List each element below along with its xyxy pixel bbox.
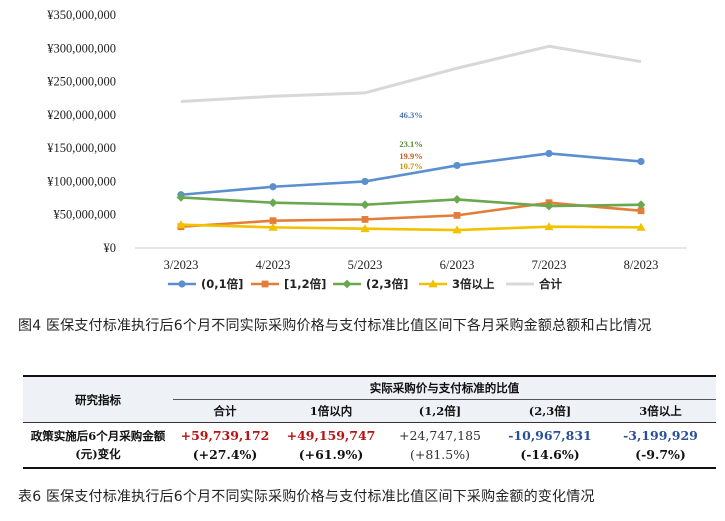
col-header-total: 合计: [173, 399, 277, 423]
data-point: [268, 222, 278, 231]
data-point: [452, 195, 462, 204]
data-point: [261, 280, 269, 288]
row-header: 研究指标: [23, 376, 173, 423]
y-tick-label: ¥0: [104, 241, 117, 255]
change-2-3: (-14.6%): [520, 447, 580, 462]
y-tick-label: ¥150,000,000: [47, 141, 116, 155]
y-tick-label: ¥200,000,000: [47, 108, 116, 122]
data-point: [544, 201, 554, 211]
x-tick-label: 5/2023: [348, 258, 383, 272]
data-point: [636, 222, 646, 231]
value-3plus: -3,199,929: [623, 428, 698, 443]
data-point: [453, 211, 461, 219]
series-layer: [176, 44, 646, 234]
x-tick-label: 7/2023: [532, 258, 567, 272]
change-total: (+27.4%): [192, 447, 258, 462]
value-1-2: +24,747,185: [398, 428, 482, 443]
legend-item: [1,2倍]: [251, 277, 326, 291]
legend-label: [1,2倍]: [284, 277, 326, 291]
legend-label: 3倍以上: [452, 277, 495, 291]
series-line: [180, 223, 642, 232]
x-axis-labels: 3/2023 4/2023 5/2023 6/2023 7/2023 8/2023: [164, 258, 659, 272]
change-1-2: (+81.5%): [410, 447, 470, 462]
annotation-label: 19.9%: [399, 151, 422, 161]
cell-total: +59,739,172 (+27.4%): [173, 422, 277, 468]
series-line: [180, 201, 642, 228]
legend-item: (2,3倍]: [333, 277, 408, 291]
cell-1-2: +24,747,185 (+81.5%): [385, 422, 495, 468]
annotation-label: 10.7%: [399, 161, 422, 171]
data-point: [544, 222, 554, 231]
table-caption: 表6 医保支付标准执行后6个月不同实际采购价格与支付标准比值区间下采购金额的变化…: [18, 489, 595, 505]
y-tick-label: ¥250,000,000: [47, 75, 116, 89]
data-point: [361, 177, 369, 186]
data-point: [452, 225, 462, 234]
data-point: [453, 161, 461, 170]
data-point: [268, 198, 278, 208]
change-3plus: (-9.7%): [635, 447, 686, 462]
data-point: [360, 200, 370, 210]
col-header-1-2: (1,2倍]: [385, 399, 495, 423]
cell-3plus: -3,199,929 (-9.7%): [605, 422, 716, 468]
data-point: [176, 193, 186, 202]
figure-caption: 图4 医保支付标准执行后6个月不同实际采购价格与支付标准比值区间下各月采购金额总…: [18, 318, 652, 334]
data-point: [176, 220, 186, 229]
data-point: [636, 200, 646, 210]
annotation-label: 46.3%: [399, 110, 422, 120]
x-tick-label: 3/2023: [164, 258, 199, 272]
value-2-3: -10,967,831: [508, 428, 592, 443]
cell-2-3: -10,967,831 (-14.6%): [495, 422, 605, 468]
legend-label: (0,1倍]: [201, 277, 243, 291]
annotation-layer: 46.3% 23.1% 19.9%10.7%: [399, 110, 422, 171]
legend-item: 3倍以上: [419, 277, 495, 291]
y-axis-labels: ¥0 ¥50,000,000 ¥100,000,000 ¥150,000,000 ¥20…: [47, 8, 116, 255]
y-tick-label: ¥350,000,000: [47, 8, 116, 22]
row-label: 政策实施后6个月采购金额(元)变化: [23, 422, 173, 468]
line-chart: ¥0 ¥50,000,000 ¥100,000,000 ¥150,000,000 ¥20…: [47, 8, 687, 291]
col-header-2-3: (2,3倍]: [495, 399, 605, 423]
legend-item: (0,1倍]: [168, 277, 243, 291]
group-header: 实际采购价与支付标准的比值: [173, 376, 716, 400]
value-0-1: +49,159,747: [286, 428, 376, 443]
value-total: +59,739,172: [180, 428, 270, 443]
x-tick-label: 6/2023: [440, 258, 475, 272]
data-point: [545, 149, 553, 158]
data-point: [178, 280, 186, 288]
y-tick-label: ¥50,000,000: [54, 208, 117, 222]
data-point: [637, 207, 645, 215]
annotation-label: 23.1%: [399, 139, 422, 149]
col-header-0-1: 1倍以内: [277, 399, 385, 423]
series-group: [177, 149, 645, 199]
legend: (0,1倍] [1,2倍] (2,3倍] 3倍以上 合计: [168, 277, 562, 291]
series-line: [180, 152, 642, 197]
series-line: [180, 44, 642, 104]
data-point: [269, 217, 277, 225]
results-table: 研究指标 实际采购价与支付标准的比值 合计 1倍以内 (1,2倍] (2,3倍]…: [23, 375, 716, 469]
x-tick-label: 8/2023: [624, 258, 659, 272]
series-line: [180, 196, 642, 208]
series-group: [180, 44, 642, 104]
cell-0-1: +49,159,747 (+61.9%): [277, 422, 385, 468]
change-0-1: (+61.9%): [298, 447, 364, 462]
data-point: [360, 224, 370, 233]
y-tick-label: ¥100,000,000: [47, 174, 116, 188]
row-label-text: 政策实施后6个月采购金额(元)变化: [30, 429, 166, 461]
data-point: [269, 183, 277, 191]
data-point: [637, 157, 645, 166]
legend-label: 合计: [539, 277, 562, 291]
x-tick-label: 4/2023: [256, 258, 291, 272]
legend-item: 合计: [506, 277, 562, 291]
col-header-3plus: 3倍以上: [605, 399, 716, 423]
y-tick-label: ¥300,000,000: [47, 41, 116, 55]
data-point: [428, 279, 438, 288]
series-group: [176, 193, 646, 211]
series-group: [176, 220, 646, 234]
legend-label: (2,3倍]: [366, 277, 408, 291]
data-point: [342, 279, 352, 289]
data-point: [361, 215, 369, 223]
